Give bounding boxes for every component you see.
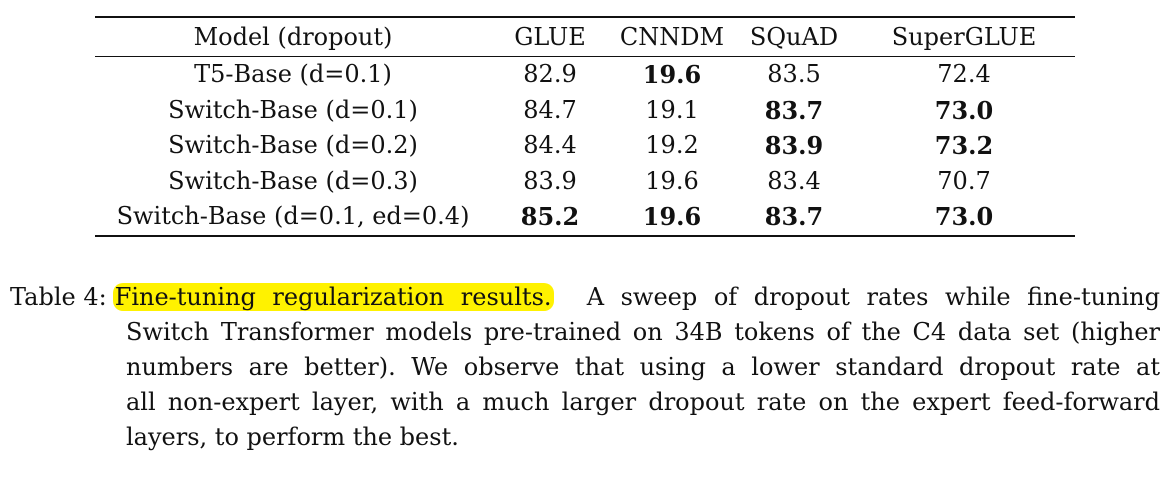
cell-squad: 83.7: [764, 202, 824, 231]
cell-cnndm: 19.6: [642, 202, 702, 231]
cell-model: Switch-Base (d=0.3): [168, 166, 418, 195]
cell-glue: 85.2: [520, 202, 580, 231]
cell-model: Switch-Base (d=0.1): [168, 95, 418, 124]
caption-line-4: all non-expert layer, with a much larger…: [126, 388, 1160, 416]
cell-superglue: 70.7: [937, 166, 991, 195]
cell-squad: 83.7: [764, 95, 824, 125]
cell-squad: 83.4: [767, 166, 821, 195]
table-header-row: Model (dropout) GLUE CNNDM SQuAD SuperGL…: [95, 18, 1075, 56]
cell-model: T5-Base (d=0.1): [194, 60, 392, 88]
caption-highlighted-title: Fine-tuning regularization results.: [112, 283, 554, 311]
header-glue: GLUE: [514, 23, 586, 51]
cell-glue: 82.9: [523, 60, 577, 88]
table-row: Switch-Base (d=0.3) 83.9 19.6 83.4 70.7: [95, 164, 1075, 200]
cell-superglue: 73.2: [934, 131, 994, 160]
table-caption: Table 4: Fine-tuning regularization resu…: [10, 280, 1160, 455]
cell-squad: 83.5: [767, 60, 821, 88]
cell-cnndm: 19.6: [642, 60, 702, 89]
table-header-rule: [95, 56, 1075, 57]
results-table-container: Model (dropout) GLUE CNNDM SQuAD SuperGL…: [95, 16, 1075, 237]
cell-cnndm: 19.2: [645, 131, 699, 159]
cell-model: Switch-Base (d=0.2): [168, 131, 418, 159]
table-bottom-rule: [95, 234, 1075, 237]
table-row: Switch-Base (d=0.2) 84.4 19.2 83.9 73.2: [95, 128, 1075, 164]
cell-glue: 84.4: [523, 131, 577, 159]
caption-line-3: numbers are better). We observe that usi…: [126, 353, 1160, 381]
cell-model: Switch-Base (d=0.1, ed=0.4): [116, 202, 470, 230]
header-model: Model (dropout): [193, 23, 393, 51]
cell-squad: 83.9: [764, 131, 824, 160]
table-body: [95, 56, 1075, 57]
caption-line-1-rest: A sweep of dropout rates while fine-tuni…: [586, 283, 1161, 311]
caption-line-1: Fine-tuning regularization results. A sw…: [112, 280, 1161, 315]
results-table: Model (dropout) GLUE CNNDM SQuAD SuperGL…: [95, 18, 1075, 235]
table-row: Switch-Base (d=0.1) 84.7 19.1 83.7 73.0: [95, 93, 1075, 129]
caption-line-5: layers, to perform the best.: [126, 423, 459, 451]
cell-superglue: 73.0: [934, 95, 994, 125]
cell-superglue: 73.0: [934, 202, 994, 231]
header-superglue: SuperGLUE: [891, 23, 1037, 51]
cell-glue: 83.9: [523, 166, 577, 195]
table-row: T5-Base (d=0.1) 82.9 19.6 83.5 72.4: [95, 57, 1075, 93]
header-squad: SQuAD: [749, 23, 839, 51]
cell-cnndm: 19.1: [645, 95, 699, 124]
cell-cnndm: 19.6: [645, 166, 699, 195]
table-top-rule: [95, 16, 1075, 18]
cell-glue: 84.7: [523, 95, 577, 124]
header-cnndm: CNNDM: [619, 23, 725, 51]
table-rows: T5-Base (d=0.1) 82.9 19.6 83.5 72.4 Switch-Ba…: [95, 57, 1075, 235]
table-row: Switch-Base (d=0.1, ed=0.4) 85.2 19.6 83.7 7…: [95, 199, 1075, 235]
caption-label: Table 4:: [10, 283, 107, 311]
caption-line-2: Switch Transformer models pre-trained on…: [126, 318, 1160, 346]
cell-superglue: 72.4: [937, 60, 991, 88]
